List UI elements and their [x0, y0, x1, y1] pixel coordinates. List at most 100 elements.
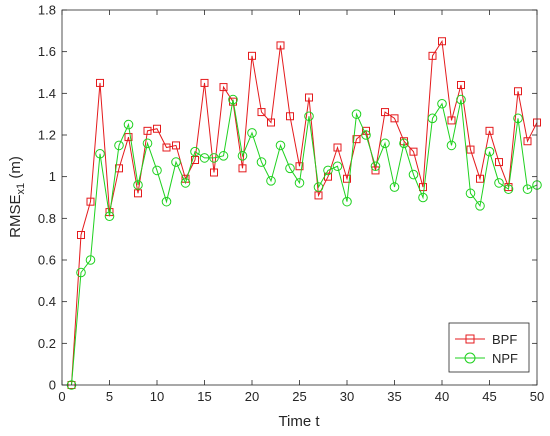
x-tick-label: 10	[150, 389, 164, 404]
data-point-bpf	[390, 114, 399, 123]
y-tick-label: 1.4	[38, 86, 56, 101]
data-point-npf	[152, 165, 162, 176]
data-point-bpf	[257, 108, 266, 117]
y-tick-label: 0.2	[38, 336, 56, 351]
data-point-bpf	[457, 81, 465, 89]
y-tick-label: 1.8	[38, 3, 56, 18]
data-point-bpf	[438, 37, 446, 46]
x-tick-label: 30	[340, 389, 354, 404]
data-point-npf	[256, 157, 267, 167]
data-point-bpf	[352, 135, 361, 144]
data-point-npf	[114, 140, 124, 151]
data-point-npf	[247, 128, 257, 138]
data-point-npf	[399, 138, 409, 149]
legend-box	[448, 322, 530, 373]
data-point-npf	[304, 111, 314, 122]
data-point-bpf	[267, 118, 275, 127]
data-point-npf	[142, 138, 153, 149]
data-point-npf	[161, 196, 172, 207]
data-point-bpf	[495, 158, 503, 167]
legend: BPF NPF	[448, 322, 530, 373]
data-point-npf	[380, 138, 390, 149]
data-point-npf	[494, 178, 504, 188]
data-point-npf	[522, 184, 533, 194]
data-point-npf	[180, 178, 191, 188]
x-tick-label: 35	[387, 389, 401, 404]
data-point-npf	[323, 165, 333, 176]
x-tick-label: 0	[58, 389, 65, 404]
data-point-bpf	[428, 51, 437, 60]
data-point-bpf	[305, 93, 313, 102]
data-point-npf	[85, 255, 96, 265]
data-point-bpf	[343, 174, 351, 183]
data-point-bpf	[514, 87, 522, 96]
data-point-npf	[285, 163, 295, 174]
y-tick-label: 0.4	[38, 294, 56, 309]
y-axis-label-unit: (m)	[7, 156, 24, 183]
data-point-bpf	[466, 145, 475, 154]
data-point-bpf	[77, 231, 85, 239]
data-point-npf	[104, 211, 115, 222]
y-tick-label: 1.6	[38, 44, 56, 59]
y-axis-label-main: RMSE	[7, 194, 24, 237]
data-point-bpf	[153, 124, 161, 133]
data-point-npf	[370, 161, 381, 172]
plot-area	[62, 10, 537, 385]
data-point-bpf	[96, 78, 104, 87]
data-point-npf	[456, 94, 466, 105]
data-point-npf	[332, 161, 343, 172]
y-tick-label: 0.6	[38, 253, 56, 268]
data-point-npf	[275, 140, 286, 151]
data-point-bpf	[476, 174, 484, 183]
data-point-bpf	[447, 116, 456, 125]
y-tick-label: 1.2	[38, 128, 56, 143]
x-tick-label: 50	[530, 389, 544, 404]
data-point-npf	[361, 130, 371, 140]
data-point-npf	[199, 153, 210, 163]
legend-marker-npf	[464, 352, 476, 364]
data-point-bpf	[219, 83, 228, 92]
data-point-npf	[513, 113, 523, 124]
data-point-npf	[437, 98, 447, 109]
series-bpf	[67, 37, 541, 389]
data-point-npf	[408, 169, 419, 180]
data-point-npf	[418, 192, 428, 203]
y-tick-label: 0.8	[38, 211, 56, 226]
data-point-npf	[427, 113, 438, 124]
x-tick-label: 25	[292, 389, 306, 404]
x-tick-label: 5	[106, 389, 113, 404]
y-tick-label: 1	[49, 169, 56, 184]
x-tick-label: 15	[197, 389, 211, 404]
data-point-npf	[209, 153, 219, 163]
data-point-bpf	[238, 164, 247, 173]
data-point-bpf	[248, 51, 256, 60]
data-point-npf	[294, 178, 305, 188]
data-point-npf	[503, 184, 514, 194]
data-point-bpf	[276, 41, 285, 50]
series-line-bpf	[71, 39, 538, 386]
data-point-npf	[351, 109, 362, 119]
data-point-npf	[76, 267, 86, 278]
data-point-npf	[342, 196, 352, 207]
y-axis-label-subscript: x1	[15, 183, 27, 195]
data-point-bpf	[381, 108, 389, 117]
x-tick-label: 40	[435, 389, 449, 404]
data-point-npf	[446, 140, 457, 151]
y-tick-label: 0	[49, 378, 56, 393]
data-point-bpf	[124, 133, 133, 142]
data-point-bpf	[295, 162, 304, 171]
data-point-bpf	[191, 156, 199, 164]
y-axis-label: RMSEx1 (m)	[7, 156, 27, 238]
data-point-npf	[475, 201, 485, 211]
data-point-npf	[133, 180, 143, 190]
data-point-npf	[123, 119, 134, 130]
data-point-npf	[190, 146, 200, 157]
data-point-bpf	[419, 183, 427, 192]
data-point-npf	[389, 182, 400, 192]
data-point-bpf	[86, 197, 95, 206]
x-tick-label: 20	[245, 389, 259, 404]
data-point-npf	[237, 151, 248, 161]
legend-label-bpf: BPF	[492, 332, 517, 347]
data-point-npf	[95, 148, 105, 159]
